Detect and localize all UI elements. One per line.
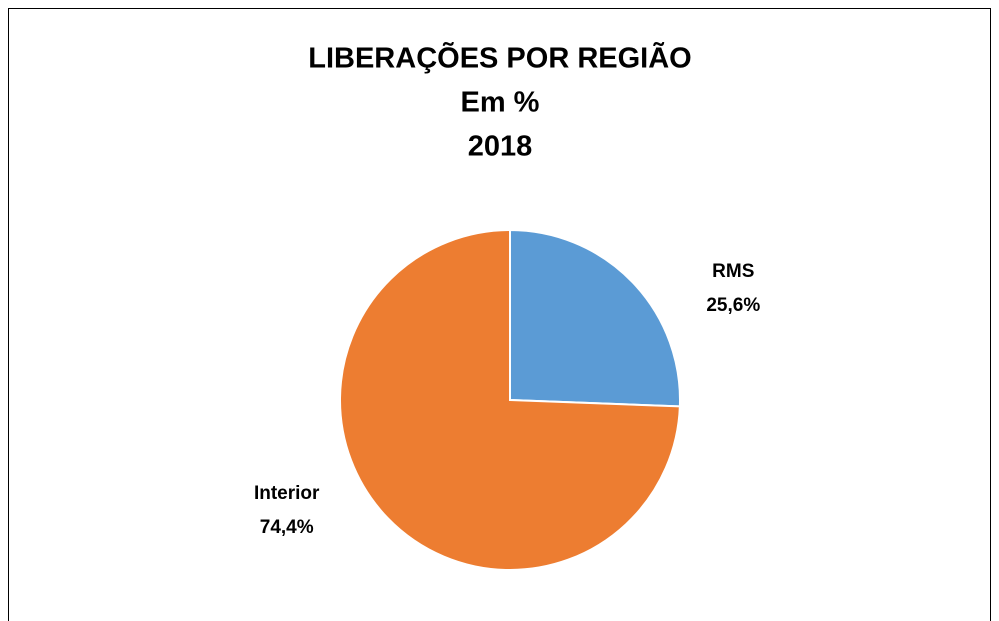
slice-value-label: 74,4%: [260, 517, 314, 538]
chart-title: LIBERAÇÕES POR REGIÃO: [308, 41, 692, 75]
slice-category-label: RMS: [712, 261, 754, 282]
slice-value-label: 25,6%: [706, 295, 760, 316]
pie-slice: [339, 228, 681, 571]
chart-title: 2018: [468, 131, 533, 163]
pie-slice: [509, 228, 681, 408]
chart-title: Em %: [461, 87, 540, 119]
slice-category-label: Interior: [254, 483, 320, 504]
